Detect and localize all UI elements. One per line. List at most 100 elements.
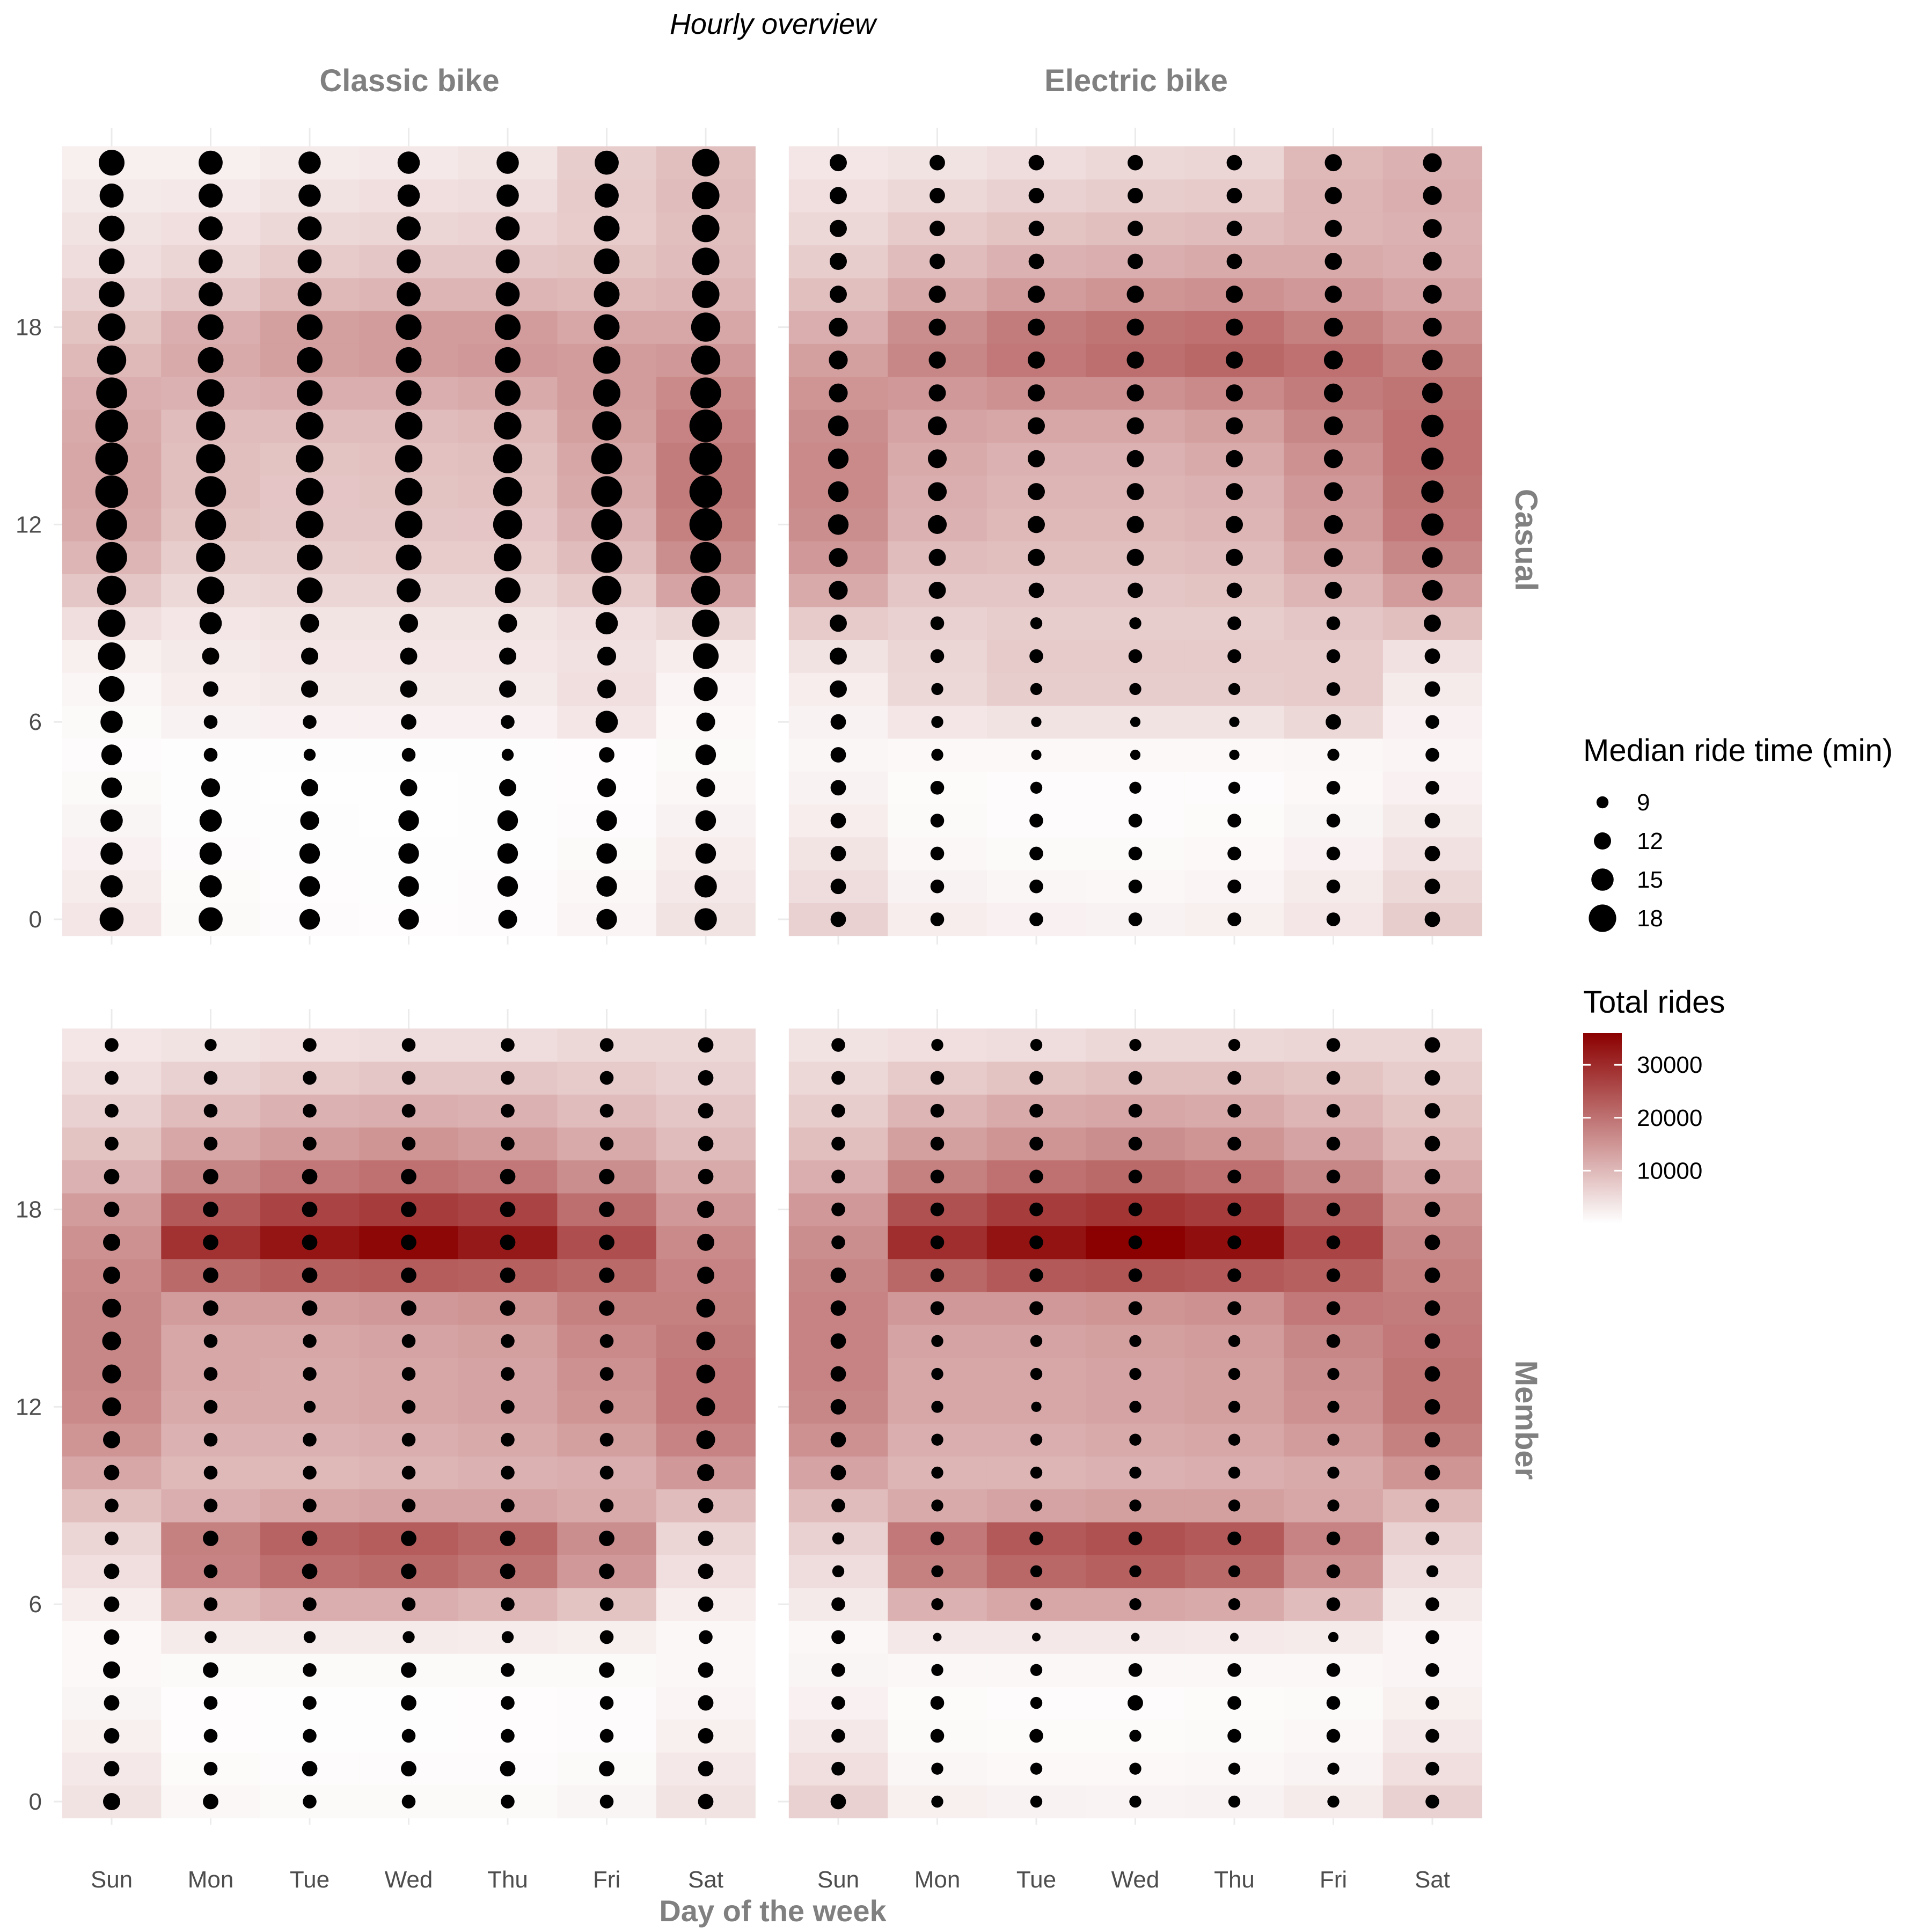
- median-point: [397, 184, 420, 207]
- median-point: [831, 1235, 845, 1249]
- median-point: [1326, 1268, 1341, 1282]
- median-point: [203, 1334, 218, 1348]
- median-point: [1028, 318, 1045, 336]
- median-point: [103, 1793, 120, 1810]
- median-point: [599, 1531, 614, 1547]
- median-point: [1326, 1301, 1341, 1315]
- median-point: [1226, 582, 1242, 598]
- median-point: [1226, 351, 1243, 369]
- y-tick-label: 0: [29, 1789, 42, 1815]
- median-point: [599, 1038, 614, 1052]
- median-point: [1227, 846, 1241, 861]
- median-point: [828, 514, 849, 535]
- median-point: [1326, 649, 1341, 663]
- median-point: [831, 1696, 845, 1710]
- median-point: [1424, 1432, 1440, 1448]
- median-point: [1227, 1301, 1241, 1315]
- median-point: [927, 449, 947, 469]
- median-point: [698, 1070, 714, 1086]
- median-point: [830, 286, 847, 303]
- median-point: [1424, 1168, 1440, 1184]
- median-point: [1030, 1762, 1043, 1775]
- median-point: [828, 448, 849, 469]
- median-point: [95, 442, 128, 475]
- median-point: [1228, 1499, 1241, 1512]
- median-point: [303, 1498, 317, 1513]
- median-point: [696, 712, 715, 731]
- y-tick-label: 6: [29, 1591, 42, 1618]
- fill-legend-label: 30000: [1637, 1052, 1702, 1078]
- median-point: [1030, 1038, 1043, 1051]
- median-point: [203, 1432, 218, 1447]
- median-point: [689, 442, 722, 475]
- median-point: [931, 1664, 943, 1676]
- median-point: [1424, 911, 1440, 927]
- median-point: [103, 1661, 120, 1679]
- median-point: [927, 416, 947, 436]
- median-point: [692, 215, 720, 243]
- median-point: [203, 1761, 218, 1776]
- median-point: [1128, 1235, 1143, 1249]
- median-point: [829, 383, 848, 402]
- median-point: [303, 1466, 317, 1480]
- median-point: [591, 476, 623, 507]
- panel-member-classic-bike: [54, 1009, 756, 1825]
- median-point: [692, 149, 720, 177]
- median-point: [1327, 1795, 1340, 1808]
- median-point: [199, 184, 223, 208]
- median-point: [1028, 155, 1044, 171]
- median-point: [203, 1400, 218, 1414]
- median-point: [695, 843, 716, 864]
- median-point: [1030, 1696, 1043, 1709]
- median-point: [96, 377, 127, 408]
- size-legend-label: 15: [1637, 867, 1663, 893]
- median-point: [299, 876, 320, 897]
- median-point: [1424, 879, 1440, 895]
- median-point: [199, 809, 222, 832]
- median-point: [594, 215, 620, 241]
- x-tick-label: Fri: [593, 1867, 620, 1893]
- median-point: [501, 1334, 515, 1348]
- median-point: [831, 1202, 845, 1217]
- median-point: [1229, 716, 1240, 727]
- facet-panels: [54, 128, 1482, 1825]
- median-point: [300, 613, 319, 633]
- median-point: [1226, 384, 1243, 402]
- median-point: [689, 475, 722, 508]
- median-point: [1229, 749, 1240, 760]
- median-point: [1425, 1795, 1439, 1809]
- median-point: [396, 347, 422, 373]
- median-point: [1323, 548, 1343, 567]
- median-point: [696, 1298, 715, 1318]
- panel-casual-classic-bike: [54, 128, 756, 945]
- median-point: [691, 312, 721, 342]
- median-point: [1323, 318, 1343, 337]
- median-point: [1327, 1367, 1340, 1380]
- median-point: [1327, 1466, 1340, 1479]
- median-point: [594, 281, 620, 308]
- median-point: [1327, 1433, 1340, 1446]
- median-point: [1228, 683, 1241, 696]
- median-point: [599, 1300, 614, 1316]
- median-point: [591, 509, 623, 540]
- median-point: [1227, 1531, 1241, 1546]
- median-point: [499, 779, 516, 796]
- median-point: [501, 1795, 515, 1809]
- median-point: [1227, 1696, 1241, 1710]
- median-point: [493, 510, 523, 539]
- median-point: [830, 1333, 846, 1349]
- median-point: [400, 680, 418, 698]
- median-point: [301, 779, 318, 796]
- median-point: [1029, 1202, 1043, 1217]
- size-legend-title: Median ride time (min): [1583, 733, 1893, 768]
- median-point: [933, 1633, 942, 1642]
- median-point: [1227, 1202, 1241, 1217]
- median-point: [1326, 1103, 1341, 1118]
- median-point: [830, 154, 847, 172]
- median-point: [1326, 1597, 1341, 1611]
- median-point: [1128, 1268, 1143, 1282]
- median-point: [1030, 1466, 1043, 1479]
- median-point: [931, 749, 943, 761]
- median-point: [501, 1597, 515, 1611]
- median-point: [401, 1038, 416, 1052]
